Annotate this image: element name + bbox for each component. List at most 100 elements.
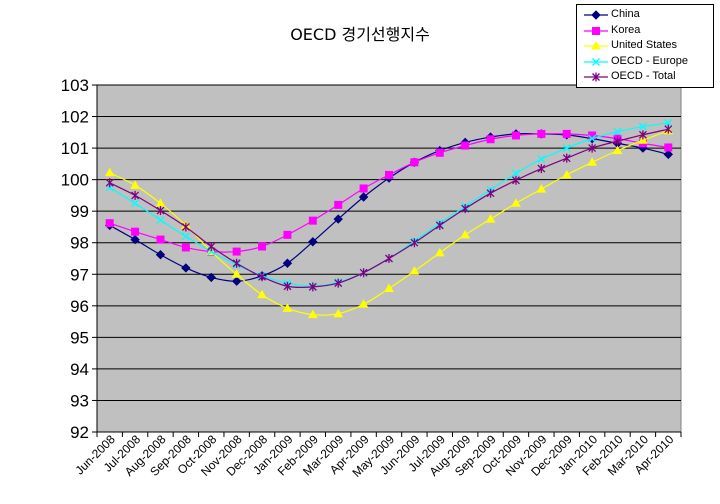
y-tick-label: 102 bbox=[61, 108, 89, 127]
data-point-china bbox=[308, 237, 318, 247]
data-point-united-states bbox=[460, 229, 471, 239]
data-point-oecd-total bbox=[385, 254, 393, 263]
legend-item-oecd-total: OECD - Total bbox=[581, 69, 713, 85]
data-point-oecd-total bbox=[461, 204, 470, 214]
y-tick-label: 99 bbox=[70, 202, 89, 221]
data-point-oecd-europe bbox=[511, 169, 520, 178]
data-point-oecd-europe bbox=[638, 122, 647, 131]
legend-swatch-united-states bbox=[584, 41, 608, 50]
series-korea bbox=[105, 129, 673, 256]
data-point-united-states bbox=[257, 289, 267, 299]
data-point-united-states bbox=[511, 198, 521, 207]
data-point-united-states bbox=[587, 157, 597, 166]
data-point-china bbox=[333, 214, 343, 224]
data-point-oecd-total bbox=[207, 242, 216, 252]
data-point-united-states bbox=[561, 169, 572, 179]
data-point-oecd-total bbox=[258, 272, 267, 282]
y-tick-label: 98 bbox=[70, 234, 89, 253]
data-point-united-states bbox=[536, 184, 547, 193]
y-tick-label: 93 bbox=[70, 391, 89, 410]
data-point-korea bbox=[410, 158, 419, 167]
legend-item-china: China bbox=[581, 7, 713, 23]
legend-swatch-oecd-europe bbox=[584, 57, 608, 66]
data-point-united-states bbox=[409, 266, 420, 275]
legend-label: Korea bbox=[611, 23, 641, 36]
data-point-oecd-total bbox=[486, 188, 495, 198]
data-point-korea bbox=[156, 235, 165, 244]
data-point-oecd-total bbox=[511, 175, 520, 185]
data-point-oecd-total bbox=[131, 190, 140, 200]
legend-swatch-marker bbox=[592, 26, 600, 35]
series-united-states bbox=[104, 125, 674, 319]
data-point-korea bbox=[308, 216, 317, 225]
y-tick-label: 103 bbox=[61, 76, 89, 95]
legend-swatch-marker bbox=[591, 41, 601, 50]
y-tick-label: 94 bbox=[70, 360, 89, 379]
data-point-united-states bbox=[638, 135, 648, 144]
data-point-china bbox=[663, 149, 674, 160]
data-point-china bbox=[130, 234, 140, 245]
data-point-oecd-europe bbox=[613, 127, 622, 136]
y-tick-label: 95 bbox=[70, 328, 89, 347]
data-point-korea bbox=[511, 131, 520, 140]
data-point-korea bbox=[232, 247, 241, 256]
data-point-oecd-europe bbox=[588, 134, 597, 143]
data-point-oecd-total bbox=[359, 268, 368, 278]
data-point-china bbox=[231, 276, 242, 286]
data-point-china bbox=[181, 263, 191, 273]
data-point-oecd-total bbox=[664, 124, 673, 134]
y-tick-label: 100 bbox=[61, 171, 89, 190]
data-point-united-states bbox=[282, 303, 293, 312]
data-point-oecd-europe bbox=[131, 199, 140, 208]
legend-swatch-oecd-total bbox=[584, 72, 608, 82]
data-point-korea bbox=[562, 129, 571, 138]
data-point-united-states bbox=[485, 214, 496, 223]
data-point-united-states bbox=[130, 180, 140, 189]
data-point-oecd-total bbox=[334, 278, 343, 288]
legend-swatch-marker bbox=[592, 57, 600, 66]
legend-label: China bbox=[611, 8, 640, 20]
data-point-oecd-total bbox=[308, 282, 317, 292]
data-point-oecd-total bbox=[537, 164, 546, 174]
data-point-oecd-total bbox=[156, 206, 165, 216]
data-point-oecd-total bbox=[283, 281, 292, 291]
data-point-korea bbox=[105, 219, 114, 228]
legend-label: OECD - Europe bbox=[611, 54, 689, 67]
data-point-united-states bbox=[384, 283, 394, 292]
data-point-china bbox=[358, 192, 369, 202]
y-tick-label: 96 bbox=[70, 297, 89, 316]
data-point-oecd-europe bbox=[537, 155, 546, 164]
data-point-oecd-total bbox=[232, 258, 241, 268]
data-point-china bbox=[155, 250, 166, 260]
legend: China Korea United States OECD - Europe OECD… bbox=[576, 4, 714, 88]
legend-item-korea: Korea bbox=[581, 23, 713, 39]
data-point-oecd-total bbox=[181, 222, 190, 232]
y-tick-label: 101 bbox=[61, 139, 89, 158]
legend-swatch-marker bbox=[591, 10, 601, 20]
data-point-united-states bbox=[358, 299, 369, 308]
legend-item-united-states: United States bbox=[581, 38, 713, 54]
data-point-oecd-total bbox=[613, 136, 622, 146]
data-point-korea bbox=[486, 135, 495, 144]
data-point-oecd-total bbox=[562, 153, 571, 163]
data-point-korea bbox=[258, 242, 267, 251]
series-oecd-total bbox=[105, 124, 673, 292]
legend-swatch-marker bbox=[592, 72, 600, 82]
legend-label: OECD - Total bbox=[611, 70, 676, 83]
data-point-oecd-europe bbox=[562, 144, 571, 153]
data-point-korea bbox=[385, 170, 393, 179]
data-point-china bbox=[282, 258, 293, 268]
data-point-oecd-europe bbox=[156, 216, 165, 225]
legend-label: United States bbox=[611, 39, 678, 52]
data-point-united-states bbox=[307, 309, 318, 319]
data-point-oecd-total bbox=[435, 220, 444, 230]
data-point-korea bbox=[664, 143, 673, 152]
data-point-oecd-total bbox=[105, 178, 114, 188]
y-tick-label: 92 bbox=[70, 423, 89, 442]
data-point-korea bbox=[131, 227, 140, 236]
data-point-korea bbox=[334, 200, 343, 209]
data-point-korea bbox=[537, 129, 546, 138]
legend-swatch-korea bbox=[584, 26, 608, 35]
data-point-korea bbox=[181, 243, 190, 252]
